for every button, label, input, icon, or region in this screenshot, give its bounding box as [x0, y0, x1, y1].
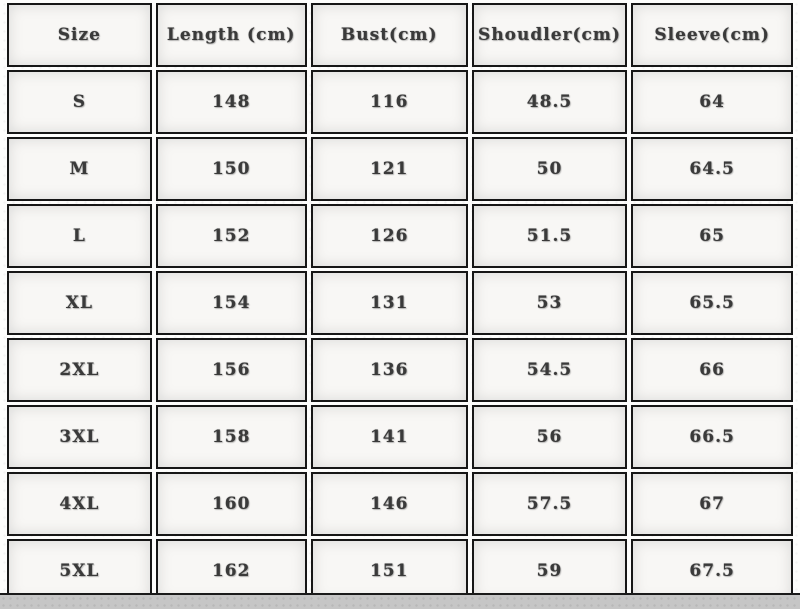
header-cell: Sleeve(cm)	[631, 3, 793, 67]
table-cell: 65	[631, 204, 793, 268]
header-cell: Length (cm)	[155, 3, 307, 67]
table-cell: 56	[471, 405, 628, 469]
table-cell: 67.5	[631, 539, 793, 603]
table-cell: 131	[310, 271, 468, 335]
table-cell: 151	[310, 539, 468, 603]
table-row: L 152 126 51.5 65	[7, 204, 793, 268]
table-cell: 121	[310, 137, 468, 201]
table-cell: 152	[155, 204, 307, 268]
table-cell: 150	[155, 137, 307, 201]
table-cell: 53	[471, 271, 628, 335]
table-cell: 57.5	[471, 472, 628, 536]
table-cell: L	[7, 204, 152, 268]
table-cell: 116	[310, 70, 468, 134]
table-cell: 126	[310, 204, 468, 268]
table-cell: 5XL	[7, 539, 152, 603]
table-cell: 3XL	[7, 405, 152, 469]
table-cell: S	[7, 70, 152, 134]
table-cell: 4XL	[7, 472, 152, 536]
table-row: S 148 116 48.5 64	[7, 70, 793, 134]
table-cell: 148	[155, 70, 307, 134]
table-cell: 48.5	[471, 70, 628, 134]
table-cell: 66.5	[631, 405, 793, 469]
size-chart-table: Size Length (cm) Bust(cm) Shoudler(cm) Sleev…	[3, 0, 797, 606]
table-cell: 51.5	[471, 204, 628, 268]
table-cell: 67	[631, 472, 793, 536]
table-row: 4XL 160 146 57.5 67	[7, 472, 793, 536]
table-cell: 54.5	[471, 338, 628, 402]
table-cell: 154	[155, 271, 307, 335]
bottom-gray-strip	[0, 593, 800, 609]
table-cell: 158	[155, 405, 307, 469]
header-row: Size Length (cm) Bust(cm) Shoudler(cm) Sleev…	[7, 3, 793, 67]
table-cell: 2XL	[7, 338, 152, 402]
table-cell: M	[7, 137, 152, 201]
table-header: Size Length (cm) Bust(cm) Shoudler(cm) Sleev…	[7, 3, 793, 67]
table-row: 5XL 162 151 59 67.5	[7, 539, 793, 603]
table-cell: 66	[631, 338, 793, 402]
table-body: S 148 116 48.5 64 M 150 121 50 64.5 L 152 126 51.5 65 X…	[7, 70, 793, 603]
table-row: XL 154 131 53 65.5	[7, 271, 793, 335]
header-cell: Shoudler(cm)	[471, 3, 628, 67]
header-cell: Size	[7, 3, 152, 67]
table-row: 3XL 158 141 56 66.5	[7, 405, 793, 469]
table-row: M 150 121 50 64.5	[7, 137, 793, 201]
table-cell: 160	[155, 472, 307, 536]
table-cell: 141	[310, 405, 468, 469]
table-row: 2XL 156 136 54.5 66	[7, 338, 793, 402]
table-cell: 64	[631, 70, 793, 134]
table-cell: 136	[310, 338, 468, 402]
header-cell: Bust(cm)	[310, 3, 468, 67]
table-cell: 156	[155, 338, 307, 402]
table-cell: 64.5	[631, 137, 793, 201]
table-cell: 65.5	[631, 271, 793, 335]
table-cell: XL	[7, 271, 152, 335]
table-cell: 50	[471, 137, 628, 201]
table-cell: 146	[310, 472, 468, 536]
